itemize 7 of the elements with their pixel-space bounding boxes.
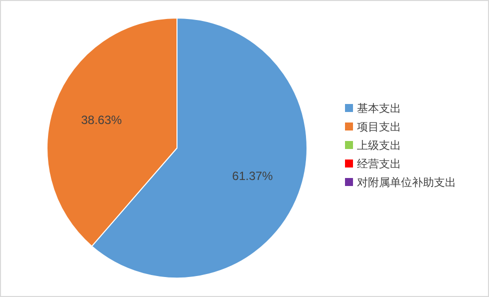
legend-label: 基本支出 [357,102,401,115]
legend-label: 项目支出 [357,120,401,134]
data-label: 61.37% [232,169,274,184]
legend-label: 对附属单位补助支出 [357,176,456,189]
legend-label: 上级支出 [357,139,401,152]
legend-label: 经营支出 [357,158,401,170]
data-label: 38.63% [81,112,122,127]
